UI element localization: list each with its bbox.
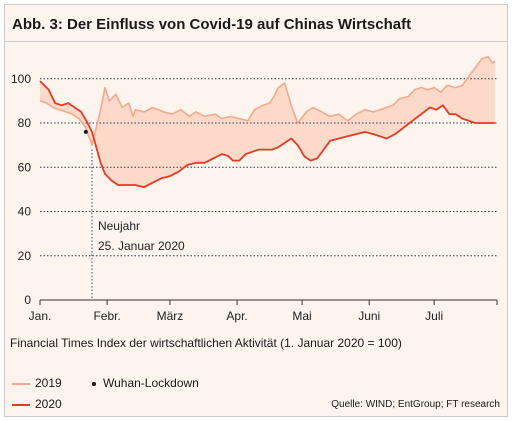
y-tick-label-40: 40 bbox=[18, 205, 32, 219]
y-tick-label-20: 20 bbox=[18, 249, 32, 263]
legend-swatch-2020 bbox=[12, 404, 30, 406]
legend-swatch-2019 bbox=[12, 383, 30, 385]
chart-title: Abb. 3: Der Einfluss von Covid-19 auf Ch… bbox=[12, 16, 412, 33]
legend-label-2019: 2019 bbox=[35, 376, 62, 390]
annotation-text-newyear: Neujahr bbox=[98, 219, 140, 233]
x-tick-label-4: Mai bbox=[292, 309, 311, 323]
y-tick-label-80: 80 bbox=[18, 116, 32, 130]
annotation: Neujahr 25. Januar 2020 bbox=[83, 129, 185, 300]
x-tick-label-2: März bbox=[157, 309, 184, 323]
x-tick-label-1: Febr. bbox=[93, 309, 120, 323]
legend-lockdown-dot-icon bbox=[92, 382, 96, 386]
x-tick-label-6: Juli bbox=[425, 309, 443, 323]
chart-header: Abb. 3: Der Einfluss von Covid-19 auf Ch… bbox=[4, 4, 508, 42]
x-tick-label-3: Apr. bbox=[226, 309, 247, 323]
series-2020-line bbox=[39, 80, 495, 189]
x-tick-label-0: Jan. bbox=[29, 309, 52, 323]
band-area bbox=[40, 56, 495, 188]
chart-source: Quelle: WIND; EntGroup; FT research bbox=[331, 399, 500, 410]
axes: 0 20 40 60 80 100 Jan. Febr. März Apr. Mai Juni Juli bbox=[11, 72, 498, 323]
legend-label-lockdown: Wuhan-Lockdown bbox=[103, 376, 199, 390]
lockdown-dot bbox=[83, 129, 88, 134]
y-tick-label-100: 100 bbox=[11, 72, 31, 86]
x-tick-label-5: Juni bbox=[358, 309, 380, 323]
legend-label-2020: 2020 bbox=[35, 397, 62, 411]
difference-band bbox=[40, 56, 495, 188]
series-lines bbox=[39, 55, 496, 189]
chart-subtitle: Financial Times Index der wirtschaftlich… bbox=[10, 336, 402, 350]
annotation-text-date: 25. Januar 2020 bbox=[98, 239, 185, 253]
grid-lines bbox=[40, 78, 497, 257]
y-tick-label-0: 0 bbox=[24, 293, 31, 307]
chart-frame bbox=[4, 4, 508, 417]
y-tick-label-60: 60 bbox=[18, 160, 32, 174]
series-2019-line bbox=[39, 55, 496, 146]
